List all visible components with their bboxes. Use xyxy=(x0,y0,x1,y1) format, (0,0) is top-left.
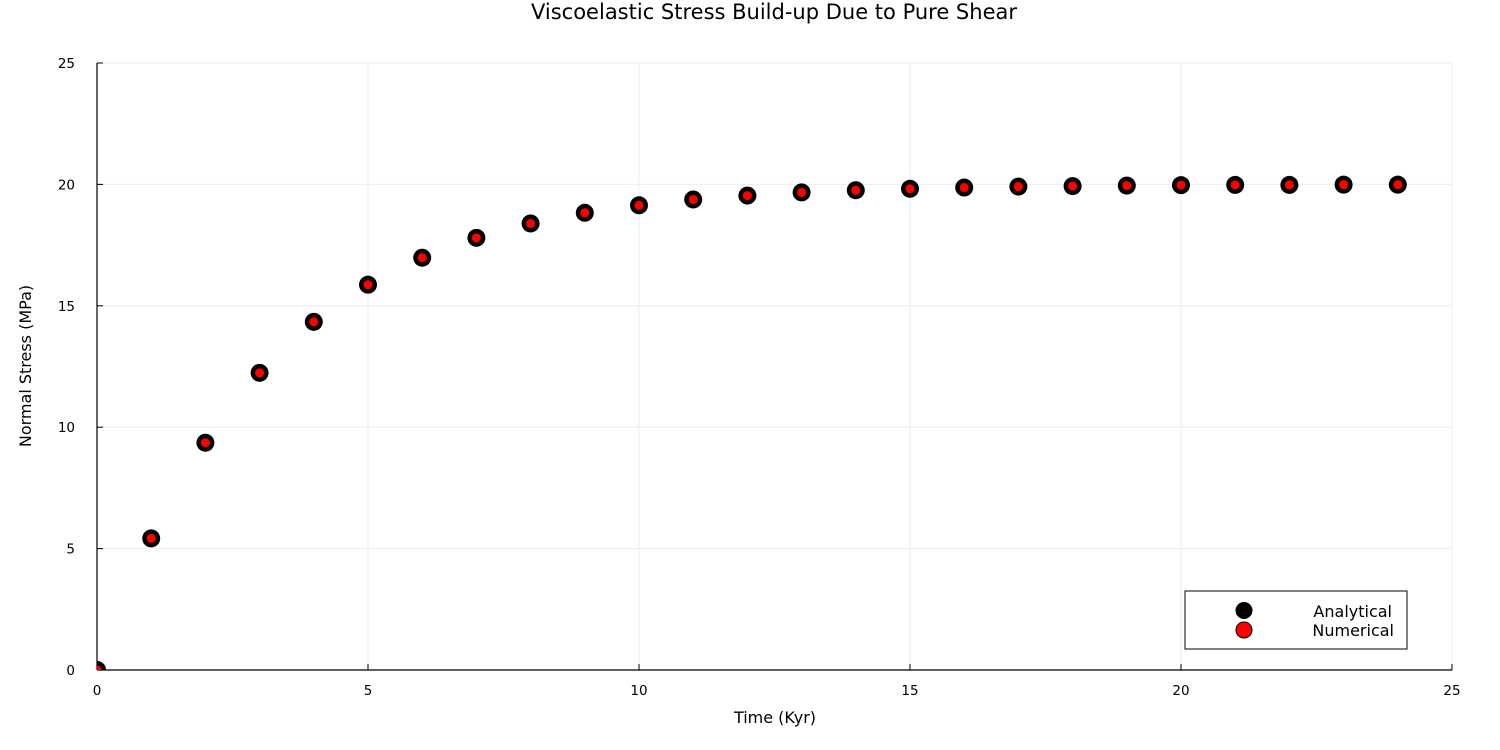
data-point-numerical xyxy=(634,200,644,210)
legend: Analytical Numerical xyxy=(1184,590,1408,650)
y-tick-label: 25 xyxy=(58,56,75,72)
data-point-numerical xyxy=(959,183,969,193)
legend-label-numerical: Numerical xyxy=(1312,621,1394,640)
legend-label-analytical: Analytical xyxy=(1313,602,1392,621)
legend-marker-analytical xyxy=(1235,602,1253,619)
data-point-numerical xyxy=(97,665,102,670)
data-point-numerical xyxy=(1176,180,1186,190)
y-tick-label: 10 xyxy=(58,420,75,436)
x-tick-label: 25 xyxy=(1443,683,1460,699)
data-point-numerical xyxy=(1013,182,1023,192)
data-point-numerical xyxy=(851,185,861,195)
data-point-numerical xyxy=(146,533,156,543)
x-tick-label: 15 xyxy=(901,683,918,699)
data-points xyxy=(97,175,1407,670)
data-point-numerical xyxy=(471,233,481,243)
y-tick-label: 0 xyxy=(66,663,75,679)
data-point-numerical xyxy=(1339,180,1349,190)
data-point-numerical xyxy=(1122,181,1132,191)
data-point-numerical xyxy=(200,438,210,448)
data-point-numerical xyxy=(905,184,915,194)
x-tick-label: 5 xyxy=(364,683,373,699)
x-tick-label: 0 xyxy=(93,683,102,699)
data-point-numerical xyxy=(309,317,319,327)
y-axis-ticks: 0 5 10 15 20 25 xyxy=(58,56,103,679)
data-point-numerical xyxy=(1230,180,1240,190)
y-tick-label: 20 xyxy=(58,177,75,193)
data-point-numerical xyxy=(363,280,373,290)
x-axis-label: Time (Kyr) xyxy=(733,708,816,727)
data-point-numerical xyxy=(580,208,590,218)
data-point-numerical xyxy=(1393,180,1403,190)
legend-box xyxy=(1184,590,1408,650)
x-axis-ticks: 0 5 10 15 20 25 xyxy=(93,664,1461,699)
grid-lines xyxy=(96,62,1453,671)
data-point-numerical xyxy=(742,191,752,201)
axes xyxy=(96,63,1452,671)
chart-title: Viscoelastic Stress Build-up Due to Pure… xyxy=(531,0,1017,24)
y-axis-label: Normal Stress (MPa) xyxy=(16,285,35,447)
data-point-numerical xyxy=(255,368,265,378)
data-point-numerical xyxy=(1284,180,1294,190)
x-tick-label: 20 xyxy=(1172,683,1189,699)
data-point-numerical xyxy=(526,218,536,228)
y-tick-label: 5 xyxy=(66,542,75,558)
y-tick-label: 15 xyxy=(58,299,75,315)
data-point-numerical xyxy=(797,187,807,197)
data-point-numerical xyxy=(688,194,698,204)
x-tick-label: 10 xyxy=(630,683,647,699)
legend-marker-numerical xyxy=(1235,621,1253,639)
data-point-numerical xyxy=(1068,181,1078,191)
data-point-numerical xyxy=(417,253,427,263)
